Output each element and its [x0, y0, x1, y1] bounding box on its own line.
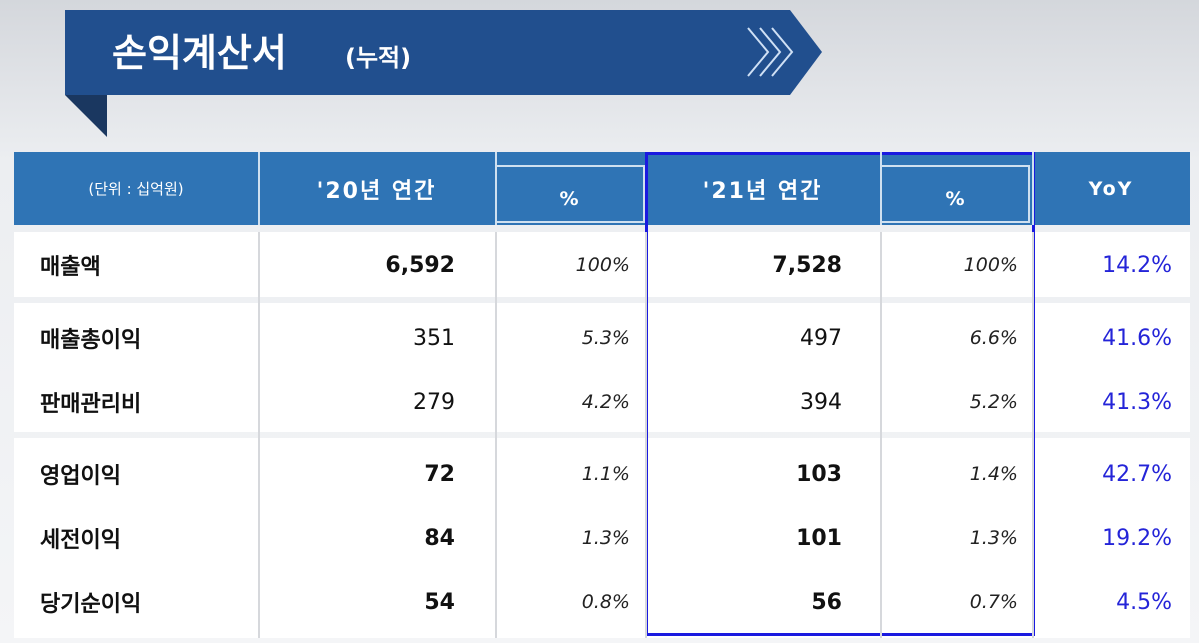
row-label: 판매관리비: [40, 392, 142, 417]
cell-value: 4.2%: [581, 391, 630, 413]
divider: [645, 232, 647, 638]
header-cell: '21년 연간: [702, 178, 823, 204]
row-group: [14, 438, 1190, 638]
header-cell: %: [945, 188, 967, 210]
cell-value: 19.2%: [1102, 525, 1172, 551]
cell-value: 0.8%: [581, 591, 630, 613]
title: 손익계산서: [112, 31, 287, 75]
cell-value: 84: [424, 525, 455, 551]
cell-value: 54: [424, 589, 455, 615]
header-row: [14, 152, 1190, 225]
header-unit: (단위 : 십억원): [88, 180, 184, 198]
cell-value: 14.2%: [1102, 252, 1172, 278]
title-banner: 손익계산서 (누적): [65, 10, 822, 137]
row-group: [14, 303, 1190, 432]
header-box: [880, 165, 1030, 223]
divider: [1032, 152, 1034, 225]
cell-value: 279: [413, 389, 455, 415]
cell-value: 7,528: [772, 252, 842, 278]
header-box: [495, 165, 645, 223]
row-label: 매출액: [40, 255, 101, 280]
header-cell: '20년 연간: [316, 178, 437, 204]
cell-value: 394: [800, 389, 842, 415]
cell-value: 42.7%: [1102, 461, 1172, 487]
row-label: 영업이익: [40, 464, 121, 489]
header-cell: %: [559, 188, 581, 210]
cell-value: 100%: [575, 254, 630, 276]
cell-value: 351: [413, 325, 455, 351]
cell-value: 56: [811, 589, 842, 615]
cell-value: 5.2%: [969, 391, 1018, 413]
cell-value: 41.3%: [1102, 389, 1172, 415]
cell-value: 41.6%: [1102, 325, 1172, 351]
row-label: 매출총이익: [40, 328, 142, 353]
divider: [495, 232, 497, 638]
cell-value: 6,592: [385, 252, 455, 278]
row-label: 당기순이익: [40, 592, 142, 617]
cell-value: 103: [796, 461, 842, 487]
divider: [258, 232, 260, 638]
title-suffix: (누적): [345, 44, 411, 72]
row-group: [14, 232, 1190, 297]
cell-value: 4.5%: [1116, 589, 1172, 615]
cell-value: 497: [800, 325, 842, 351]
divider: [880, 232, 882, 638]
divider: [258, 152, 260, 225]
row-label: 세전이익: [40, 528, 121, 553]
cell-value: 6.6%: [969, 327, 1018, 349]
cell-value: 1.3%: [581, 527, 630, 549]
cell-value: 100%: [963, 254, 1018, 276]
cell-value: 1.3%: [969, 527, 1018, 549]
cell-value: 72: [424, 461, 455, 487]
header-cell: YoY: [1088, 177, 1134, 200]
cell-value: 5.3%: [581, 327, 630, 349]
cell-value: 1.1%: [581, 463, 630, 485]
cell-value: 101: [796, 525, 842, 551]
cell-value: 0.7%: [969, 591, 1018, 613]
divider: [1032, 232, 1034, 638]
cell-value: 1.4%: [969, 463, 1018, 485]
